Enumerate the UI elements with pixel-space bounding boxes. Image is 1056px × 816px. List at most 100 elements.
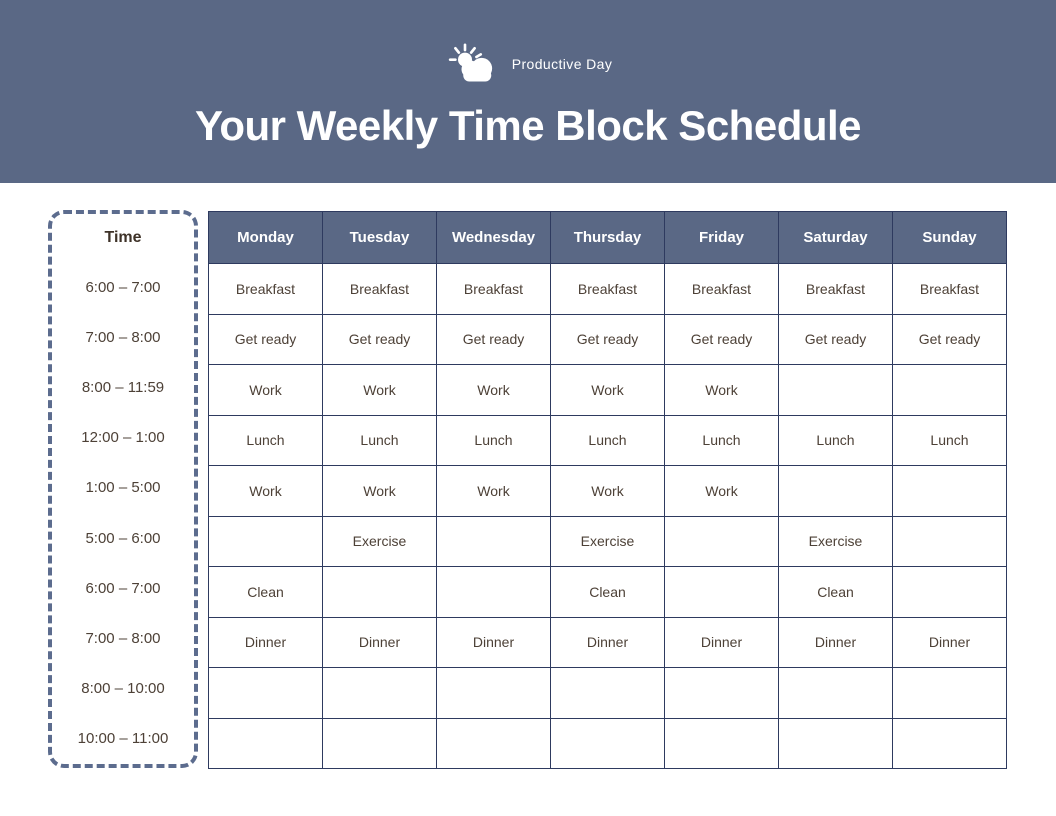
schedule-cell-thursday-5: Exercise xyxy=(550,515,665,567)
schedule-cell-sunday-5 xyxy=(892,515,1007,567)
page-title: Your Weekly Time Block Schedule xyxy=(194,102,862,149)
schedule-cell-sunday-4 xyxy=(892,465,1007,517)
schedule-cell-tuesday-2: Work xyxy=(322,364,437,416)
schedule-cell-wednesday-5 xyxy=(436,515,551,567)
schedule-cell-thursday-6: Clean xyxy=(550,566,665,618)
schedule-cell-sunday-9 xyxy=(892,717,1007,769)
schedule-cell-sunday-7: Dinner xyxy=(892,616,1007,668)
day-header-saturday: Saturday xyxy=(778,211,893,264)
day-header-friday: Friday xyxy=(664,211,779,264)
schedule-cell-saturday-8 xyxy=(778,667,893,719)
schedule-cell-wednesday-3: Lunch xyxy=(436,414,551,466)
logo: Productive Day xyxy=(0,42,1056,86)
schedule-cell-friday-8 xyxy=(664,667,779,719)
time-slot-9: 10:00 – 11:00 xyxy=(77,730,169,748)
schedule-cell-wednesday-0: Breakfast xyxy=(436,263,551,315)
time-slot-1: 7:00 – 8:00 xyxy=(85,328,161,346)
header-banner: Productive Day Your Weekly Time Block Sc… xyxy=(0,0,1056,183)
schedule-cell-thursday-4: Work xyxy=(550,465,665,517)
schedule-cell-friday-3: Lunch xyxy=(664,414,779,466)
schedule-cell-saturday-6: Clean xyxy=(778,566,893,618)
schedule-cell-wednesday-8 xyxy=(436,667,551,719)
schedule-cell-friday-0: Breakfast xyxy=(664,263,779,315)
sun-behind-cloud-icon xyxy=(448,43,492,82)
time-slot-2: 8:00 – 11:59 xyxy=(81,378,165,396)
schedule-cell-thursday-9 xyxy=(550,717,665,769)
schedule-row-0: Breakfast Breakfast Breakfast Breakfast Brea… xyxy=(208,263,1007,315)
schedule-cell-monday-3: Lunch xyxy=(208,414,323,466)
schedule-cell-monday-7: Dinner xyxy=(208,616,323,668)
schedule-cell-friday-4: Work xyxy=(664,465,779,517)
schedule-cell-saturday-7: Dinner xyxy=(778,616,893,668)
schedule-cell-monday-6: Clean xyxy=(208,566,323,618)
schedule-cell-friday-7: Dinner xyxy=(664,616,779,668)
schedule-cell-sunday-2 xyxy=(892,364,1007,416)
schedule-cell-friday-5 xyxy=(664,515,779,567)
schedule-row-7: Dinner Dinner Dinner Dinner Dinner Dinner Dinn… xyxy=(208,616,1007,668)
schedule-cell-tuesday-5: Exercise xyxy=(322,515,437,567)
schedule-cell-monday-0: Breakfast xyxy=(208,263,323,315)
schedule-cell-saturday-3: Lunch xyxy=(778,414,893,466)
schedule-cell-saturday-4 xyxy=(778,465,893,517)
schedule-cell-tuesday-8 xyxy=(322,667,437,719)
schedule-cell-saturday-1: Get ready xyxy=(778,313,893,365)
schedule-cell-monday-8 xyxy=(208,667,323,719)
schedule-cell-saturday-2 xyxy=(778,364,893,416)
day-header-sunday: Sunday xyxy=(892,211,1007,264)
schedule-cell-tuesday-3: Lunch xyxy=(322,414,437,466)
time-slot-4: 1:00 – 5:00 xyxy=(85,479,161,497)
schedule-cell-monday-5 xyxy=(208,515,323,567)
day-header-tuesday: Tuesday xyxy=(322,211,437,264)
time-slot-6: 6:00 – 7:00 xyxy=(85,579,161,597)
schedule-row-8 xyxy=(208,667,1007,719)
schedule-cell-tuesday-9 xyxy=(322,717,437,769)
logo-text: Productive Day xyxy=(511,56,613,72)
day-header-thursday: Thursday xyxy=(550,211,665,264)
schedule-cell-sunday-6 xyxy=(892,566,1007,618)
schedule-cell-wednesday-1: Get ready xyxy=(436,313,551,365)
time-slot-0: 6:00 – 7:00 xyxy=(85,278,161,296)
schedule-cell-saturday-9 xyxy=(778,717,893,769)
schedule-row-1: Get ready Get ready Get ready Get ready Get … xyxy=(208,313,1007,365)
schedule-cell-wednesday-9 xyxy=(436,717,551,769)
schedule-cell-friday-9 xyxy=(664,717,779,769)
schedule-cell-thursday-7: Dinner xyxy=(550,616,665,668)
schedule-row-5: Exercise Exercise Exercise xyxy=(208,515,1007,567)
schedule-cell-tuesday-1: Get ready xyxy=(322,313,437,365)
schedule-cell-saturday-5: Exercise xyxy=(778,515,893,567)
schedule-cell-saturday-0: Breakfast xyxy=(778,263,893,315)
schedule-cell-tuesday-4: Work xyxy=(322,465,437,517)
schedule-row-9 xyxy=(208,717,1007,769)
schedule-row-3: Lunch Lunch Lunch Lunch Lunch Lunch Lunch xyxy=(208,414,1007,466)
schedule-cell-sunday-3: Lunch xyxy=(892,414,1007,466)
schedule-cell-tuesday-6 xyxy=(322,566,437,618)
schedule-cell-friday-1: Get ready xyxy=(664,313,779,365)
schedule-cell-wednesday-7: Dinner xyxy=(436,616,551,668)
schedule-cell-sunday-8 xyxy=(892,667,1007,719)
time-slot-5: 5:00 – 6:00 xyxy=(85,529,161,547)
schedule-row-4: Work Work Work Work Work xyxy=(208,465,1007,517)
schedule-cell-thursday-1: Get ready xyxy=(550,313,665,365)
schedule-table: Monday Tuesday Wednesday Thursday Friday Satu… xyxy=(208,211,1007,769)
time-slot-3: 12:00 – 1:00 xyxy=(81,429,165,447)
schedule-cell-thursday-0: Breakfast xyxy=(550,263,665,315)
schedule-cell-thursday-8 xyxy=(550,667,665,719)
time-column-header: Time xyxy=(104,229,142,246)
schedule-cell-tuesday-7: Dinner xyxy=(322,616,437,668)
time-slot-8: 8:00 – 10:00 xyxy=(81,680,165,698)
day-header-row: Monday Tuesday Wednesday Thursday Friday Satu… xyxy=(208,211,1007,264)
schedule-cell-monday-1: Get ready xyxy=(208,313,323,365)
schedule-table-wrap: Monday Tuesday Wednesday Thursday Friday Satu… xyxy=(208,211,1007,769)
schedule-cell-friday-2: Work xyxy=(664,364,779,416)
schedule-row-6: Clean Clean Clean xyxy=(208,566,1007,618)
time-panel: Time 6:00 – 7:00 7:00 – 8:00 8:00 – 11:59 1… xyxy=(48,210,198,768)
schedule-cell-wednesday-2: Work xyxy=(436,364,551,416)
schedule-cell-thursday-3: Lunch xyxy=(550,414,665,466)
schedule-cell-monday-4: Work xyxy=(208,465,323,517)
schedule-cell-wednesday-4: Work xyxy=(436,465,551,517)
schedule-cell-monday-9 xyxy=(208,717,323,769)
schedule-row-2: Work Work Work Work Work xyxy=(208,364,1007,416)
time-slot-7: 7:00 – 8:00 xyxy=(85,629,161,647)
schedule-cell-wednesday-6 xyxy=(436,566,551,618)
schedule-cell-sunday-1: Get ready xyxy=(892,313,1007,365)
